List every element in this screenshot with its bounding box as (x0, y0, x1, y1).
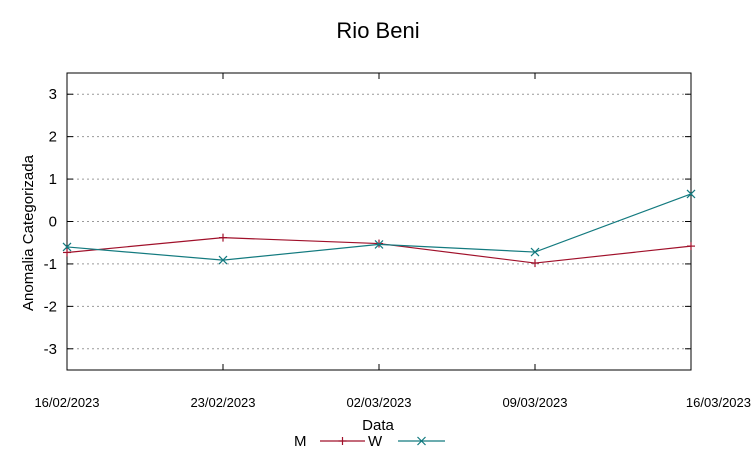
series-lines (62, 189, 696, 268)
x-tick-label: 09/03/2023 (502, 395, 567, 410)
y-tick-label: 1 (49, 171, 57, 188)
data-point-w (218, 255, 228, 265)
data-point-w (530, 247, 540, 257)
x-tick-label: 16/03/2023 (686, 395, 751, 410)
legend-label-w: W (368, 433, 383, 450)
data-point-m (219, 233, 227, 242)
data-point-m (375, 239, 383, 248)
x-ticks: 16/02/2023 23/02/2023 02/03/2023 09/03/2023… (34, 73, 751, 410)
x-tick-label: 23/02/2023 (190, 395, 255, 410)
x-tick-label: 16/02/2023 (34, 395, 99, 410)
legend-marker-w (417, 436, 426, 446)
y-tick-label: 2 (49, 129, 57, 146)
data-point-w (686, 189, 696, 199)
x-tick-label: 02/03/2023 (346, 395, 411, 410)
y-tick-label: -2 (44, 298, 57, 315)
data-point-w (62, 242, 72, 252)
y-tick-label: 0 (49, 214, 57, 231)
y-axis-label: Anomalia Categorizada (20, 154, 37, 311)
data-point-w (374, 239, 384, 249)
legend-label-m: M (294, 433, 307, 450)
y-tick-label: -3 (44, 341, 57, 358)
series-line-w (66, 193, 692, 261)
data-point-m (531, 259, 539, 268)
legend-marker-m (338, 437, 347, 445)
y-tick-label: 3 (49, 86, 57, 103)
x-axis-label: Data (362, 417, 394, 434)
y-ticks: 3 2 1 0 -1 -2 -3 (44, 86, 691, 358)
grid-lines (67, 93, 691, 350)
data-point-m (63, 248, 71, 257)
y-tick-label: -1 (44, 256, 57, 273)
chart-title: Rio Beni (336, 18, 419, 43)
data-point-m (687, 242, 695, 251)
